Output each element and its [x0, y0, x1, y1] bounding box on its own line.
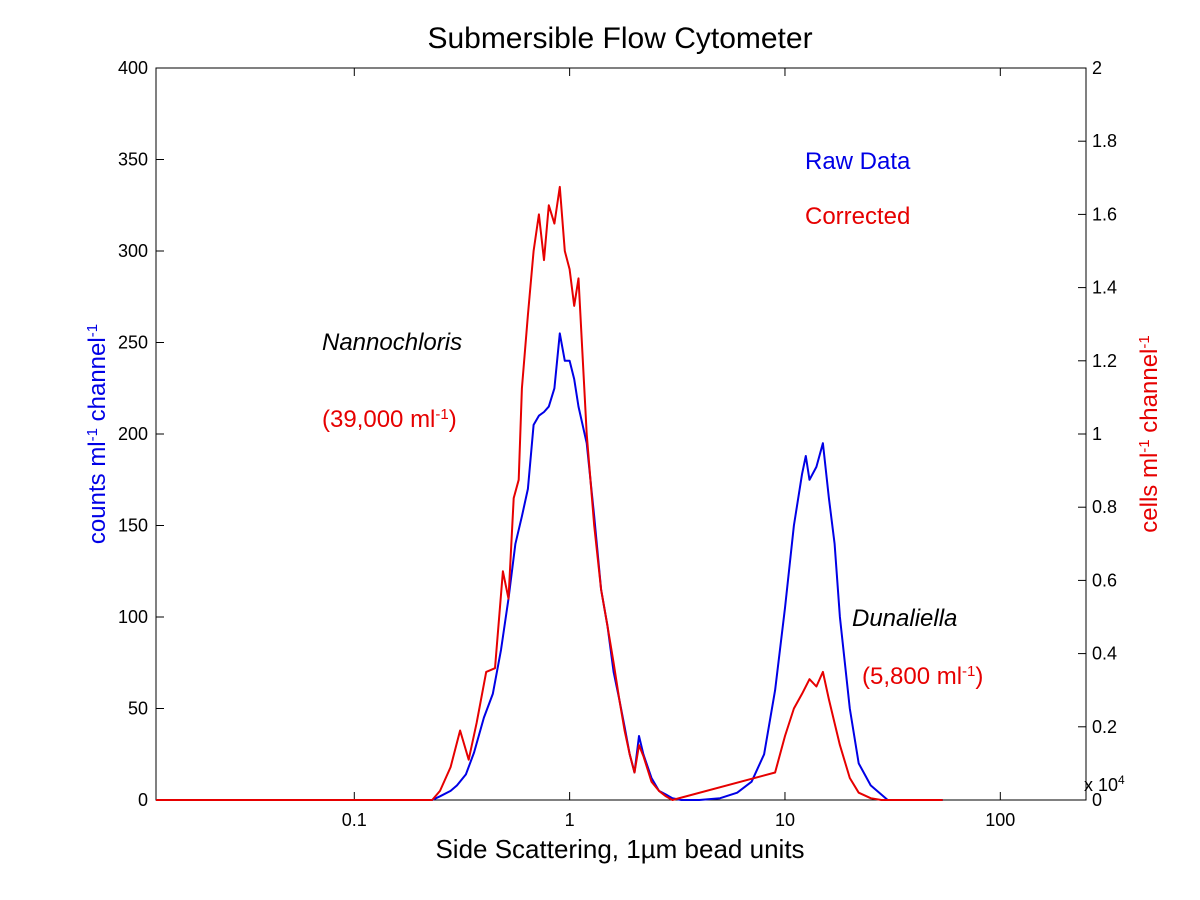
y-tick-label-left: 350 — [118, 150, 148, 170]
y-tick-label-right: 1.8 — [1092, 131, 1117, 151]
right-axis-multiplier: x 104 — [1084, 773, 1125, 795]
y-tick-label-right: 0 — [1092, 790, 1102, 810]
right-y-axis-ticks: 0 0.2 0.4 0.6 0.8 1 1.2 1.4 1.6 1.8 2 — [1078, 58, 1117, 810]
annotation-nannochloris-name: Nannochloris — [322, 329, 462, 356]
left-y-axis-label: counts ml-1 channel-1 — [84, 324, 112, 544]
series-corrected — [156, 185, 943, 801]
series-raw-data — [156, 332, 943, 801]
y-tick-label-right: 1 — [1092, 424, 1102, 444]
x-tick-label: 100 — [985, 810, 1015, 830]
x-axis-label: Side Scattering, 1µm bead units — [435, 834, 804, 864]
y-tick-label-left: 0 — [138, 790, 148, 810]
y-tick-label-left: 300 — [118, 241, 148, 261]
annotation-dunaliella: Dunaliella (5,800 ml-1) — [852, 605, 983, 690]
x-tick-label: 0.1 — [342, 810, 367, 830]
y-tick-label-left: 150 — [118, 516, 148, 536]
y-tick-label-left: 200 — [118, 424, 148, 444]
legend-corrected: Corrected — [805, 203, 910, 230]
y-tick-label-right: 0.6 — [1092, 570, 1117, 590]
x-tick-label: 10 — [775, 810, 795, 830]
y-tick-label-right: 1.2 — [1092, 351, 1117, 371]
right-y-axis-label: cells ml-1 channel-1 — [1136, 335, 1164, 532]
annotation-dunaliella-count: (5,800 ml-1) — [862, 663, 983, 691]
x-axis-ticks: 0.1 1 10 100 — [342, 68, 1015, 830]
y-tick-label-right: 0.4 — [1092, 644, 1117, 664]
y-tick-label-right: 2 — [1092, 58, 1102, 78]
y-tick-label-left: 400 — [118, 58, 148, 78]
legend-raw-data: Raw Data — [805, 148, 911, 175]
plot-area — [155, 67, 1087, 801]
annotation-nannochloris-count: (39,000 ml-1) — [322, 406, 457, 434]
y-tick-label-right: 1.4 — [1092, 278, 1117, 298]
y-tick-label-left: 50 — [128, 699, 148, 719]
annotation-dunaliella-name: Dunaliella — [852, 605, 957, 632]
y-tick-label-left: 100 — [118, 607, 148, 627]
chart-title: Submersible Flow Cytometer — [427, 22, 812, 55]
y-tick-label-right: 1.6 — [1092, 204, 1117, 224]
x-tick-label: 1 — [565, 810, 575, 830]
series-layer — [156, 185, 943, 801]
left-y-axis-ticks: 0 50 100 150 200 250 300 350 400 — [118, 58, 164, 810]
y-tick-label-right: 0.2 — [1092, 717, 1117, 737]
annotation-nannochloris: Nannochloris (39,000 ml-1) — [322, 329, 462, 433]
legend: Raw Data Corrected — [805, 148, 911, 230]
y-tick-label-right: 0.8 — [1092, 497, 1117, 517]
y-tick-label-left: 250 — [118, 333, 148, 353]
